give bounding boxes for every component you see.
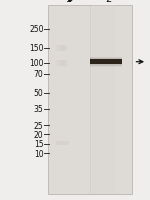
Text: 150: 150 [29, 44, 44, 53]
Bar [60, 60, 65, 66]
Bar [56, 60, 68, 66]
Bar [56, 45, 68, 51]
Text: 70: 70 [34, 70, 44, 79]
Bar [58, 45, 66, 51]
Text: 50: 50 [34, 89, 44, 98]
Bar [63, 45, 64, 51]
Bar [90, 57, 122, 58]
Bar [92, 6, 115, 194]
Text: 1: 1 [68, 0, 74, 3]
Text: 20: 20 [34, 130, 43, 139]
Bar [63, 60, 64, 66]
Bar [60, 45, 65, 51]
Text: 15: 15 [34, 140, 43, 149]
Text: 2: 2 [105, 0, 112, 4]
Bar [90, 65, 122, 66]
Bar [90, 66, 122, 67]
Bar [90, 58, 122, 59]
Bar [48, 6, 132, 194]
Bar [56, 141, 69, 146]
Text: 25: 25 [34, 121, 43, 130]
Text: 10: 10 [34, 149, 43, 158]
Text: 250: 250 [29, 25, 44, 34]
Text: 35: 35 [34, 105, 44, 114]
Text: 100: 100 [29, 59, 44, 68]
Bar [58, 60, 66, 66]
Bar [90, 60, 122, 65]
Text: 1: 1 [66, 0, 72, 4]
Bar [90, 59, 122, 60]
